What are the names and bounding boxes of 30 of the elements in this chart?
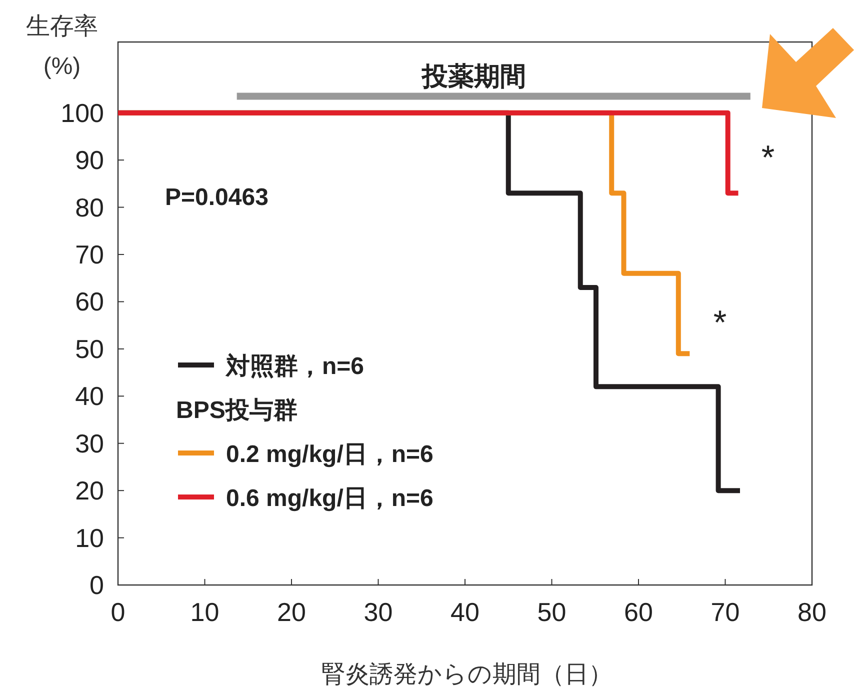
x-tick-label: 0 <box>110 597 126 627</box>
x-tick-label: 80 <box>798 597 826 627</box>
x-axis-title: 腎炎誘発からの期間（日） <box>322 661 612 688</box>
y-axis-title: 生存率 (%) <box>26 13 98 80</box>
y-tick-label: 30 <box>75 428 104 458</box>
x-tick-label: 30 <box>364 597 393 627</box>
annotation: * <box>713 304 727 342</box>
x-tick-label: 50 <box>537 597 566 627</box>
x-tick-label: 70 <box>710 597 740 627</box>
y-tick-label: 20 <box>75 476 104 506</box>
y-tick-label: 40 <box>75 381 104 412</box>
annotation: 投薬期間 <box>421 61 526 91</box>
legend-label: 対照群，n=6 <box>225 353 364 380</box>
y-tick-label: 0 <box>90 570 104 600</box>
y-tick-label: 90 <box>75 145 104 176</box>
y-tick-label: 10 <box>75 522 104 553</box>
annotation: * <box>761 139 775 177</box>
legend-label: 0.2 mg/kg/日，n=6 <box>226 441 434 468</box>
x-tick-label: 20 <box>277 597 306 627</box>
y-tick-label: 50 <box>75 334 104 364</box>
legend-label: 0.6 mg/kg/日，n=6 <box>226 485 434 512</box>
y-tick-label: 70 <box>75 239 104 270</box>
annotation: P=0.0463 <box>165 184 268 211</box>
x-tick-label: 60 <box>624 597 653 627</box>
y-tick-label: 100 <box>60 98 104 128</box>
x-tick-label: 40 <box>450 597 480 627</box>
x-tick-label: 10 <box>190 597 220 627</box>
y-tick-label: 60 <box>75 286 104 317</box>
legend-title: BPS投与群 <box>176 397 298 424</box>
y-tick-label: 80 <box>75 192 104 222</box>
